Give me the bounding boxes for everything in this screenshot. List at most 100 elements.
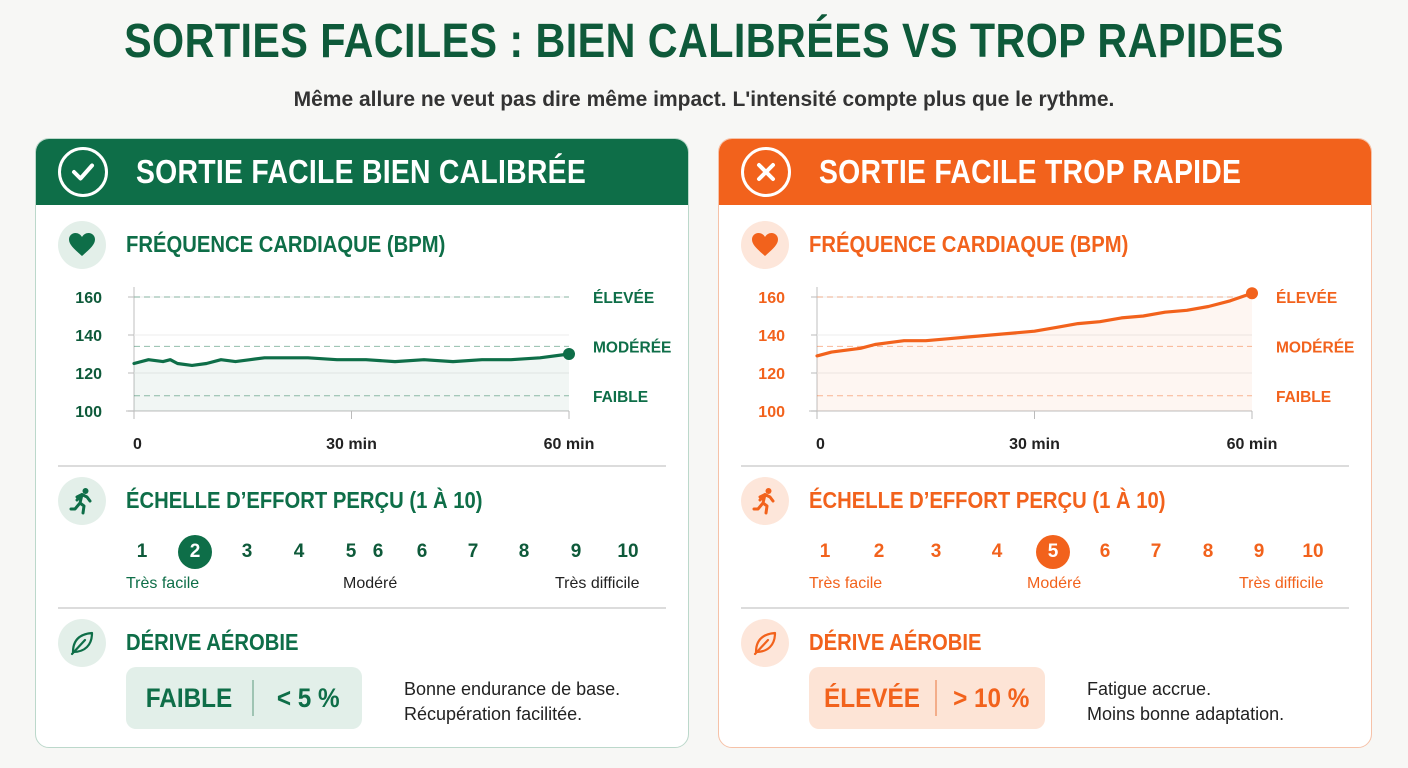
y-tick-label: 120 — [75, 366, 102, 383]
drift-note: Fatigue accrue. Moins bonne adaptation. — [1087, 677, 1284, 727]
hr-point — [1229, 300, 1232, 302]
hr-point — [263, 357, 266, 359]
divider — [741, 465, 1349, 467]
scale-label-mid: Modéré — [343, 575, 398, 592]
effort-section-title: ÉCHELLE D’EFFORT PERÇU (1 À 10) — [809, 487, 1166, 513]
effort-scale-number: 7 — [1150, 541, 1162, 562]
hr-area — [817, 293, 1252, 411]
drift-note-line: Bonne endurance de base. — [404, 679, 621, 699]
hr-point — [1099, 320, 1101, 323]
effort-scale-number: 2 — [178, 535, 212, 569]
scale-label-high: Très difficile — [1239, 575, 1324, 592]
hr-point — [162, 360, 164, 363]
hr-point — [903, 339, 905, 342]
effort-scale-number: 6 — [416, 541, 428, 562]
effort-scale-number: 1 — [819, 541, 831, 562]
runner-icon — [741, 477, 789, 525]
drift-separator — [935, 680, 937, 716]
hr-point — [968, 336, 971, 338]
y-tick-label: 160 — [758, 290, 785, 307]
leaf-icon — [741, 619, 789, 667]
scale-label-low: Très facile — [126, 575, 200, 592]
zone-label: ÉLEVÉE — [1276, 290, 1337, 307]
hr-point — [1164, 311, 1166, 313]
effort-scale-number: 6 — [372, 541, 384, 562]
panel-header: SORTIE FACILE BIEN CALIBRÉE — [36, 139, 688, 205]
x-tick-label: 30 min — [1009, 436, 1060, 453]
effort-scale-number: 8 — [518, 541, 530, 562]
hr-line — [132, 352, 571, 367]
y-tick-label: 140 — [758, 328, 785, 345]
drift-badge: ÉLEVÉE > 10 % — [809, 667, 1045, 729]
hr-point — [191, 364, 193, 367]
drift-value: > 10 % — [952, 682, 1029, 713]
hr-point — [888, 341, 891, 344]
divider — [58, 607, 666, 609]
drift-badge: FAIBLE < 5 % — [126, 667, 362, 729]
x-tick-label: 0 — [816, 436, 825, 453]
effort-scale-number: 2 — [873, 541, 885, 562]
effort-scale-number: 3 — [241, 541, 253, 562]
hr-point — [205, 362, 208, 365]
hr-point — [1033, 330, 1036, 332]
drift-note: Bonne endurance de base. Récupération fa… — [404, 677, 620, 727]
hr-point — [133, 362, 135, 365]
heart-rate-chart: 100 120 140 160 ÉLEVÉE MODÉRÉE FAIBLE 0 30 min 60… — [758, 287, 1354, 453]
hr-point — [859, 347, 862, 350]
hr-point — [278, 357, 280, 359]
hr-area — [134, 354, 569, 411]
hr-point — [830, 351, 833, 353]
hr-end-marker — [1246, 287, 1258, 300]
hr-point — [1055, 326, 1058, 329]
heart-icon — [741, 221, 789, 269]
y-tick-label: 120 — [758, 366, 785, 383]
hr-point — [147, 358, 150, 361]
hr-point — [539, 357, 541, 359]
y-tick-label: 160 — [75, 290, 102, 307]
drift-level: FAIBLE — [145, 682, 233, 713]
cross-icon — [741, 147, 791, 197]
hr-point — [452, 360, 454, 363]
hr-point — [1207, 305, 1210, 308]
effort-scale-number: 10 — [617, 541, 639, 562]
hr-point — [946, 338, 949, 340]
hr-point — [423, 358, 425, 361]
hr-point — [169, 358, 172, 361]
hr-end-marker — [563, 348, 575, 360]
x-tick-label: 0 — [133, 436, 142, 453]
panel-title: SORTIE FACILE TROP RAPIDE — [819, 153, 1242, 190]
hr-section-title: FRÉQUENCE CARDIAQUE (BPM) — [809, 231, 1129, 257]
effort-scale-number: 1 — [136, 541, 148, 562]
check-icon — [58, 147, 108, 197]
effort-scale-number: 10 — [1302, 541, 1324, 562]
drift-section-title: DÉRIVE AÉROBIE — [809, 629, 982, 655]
leaf-icon — [58, 619, 106, 667]
hr-point — [307, 357, 309, 359]
scale-label-mid: Modéré — [1027, 575, 1082, 592]
zone-label: MODÉRÉE — [593, 339, 671, 356]
zone-label: ÉLEVÉE — [593, 290, 654, 307]
heart-icon — [58, 221, 106, 269]
x-tick-label: 60 min — [1227, 436, 1278, 453]
hr-point — [874, 343, 876, 346]
hr-point — [845, 349, 847, 351]
drift-note-line: Moins bonne adaptation. — [1087, 704, 1285, 724]
hr-point — [220, 358, 222, 361]
hr-point — [249, 358, 251, 361]
panel-header: SORTIE FACILE TROP RAPIDE — [719, 139, 1371, 205]
scale-label-low: Très facile — [809, 575, 883, 592]
panel-title: SORTIE FACILE BIEN CALIBRÉE — [136, 153, 587, 190]
scale-label-high: Très difficile — [555, 575, 640, 592]
effort-scale-number: 6 — [1099, 541, 1111, 562]
y-tick-label: 100 — [758, 404, 785, 421]
runner-icon — [58, 477, 106, 525]
effort-scale-number: 9 — [570, 541, 582, 562]
hr-point — [510, 358, 512, 361]
drift-note-line: Fatigue accrue. — [1087, 679, 1212, 699]
hr-point — [925, 339, 927, 342]
hr-point — [1077, 322, 1079, 325]
page-subtitle: Même allure ne veut pas dire même impact… — [293, 88, 1115, 111]
hr-point — [1120, 317, 1123, 319]
hr-point — [1142, 315, 1145, 317]
effort-scale-number: 5 — [345, 541, 357, 562]
